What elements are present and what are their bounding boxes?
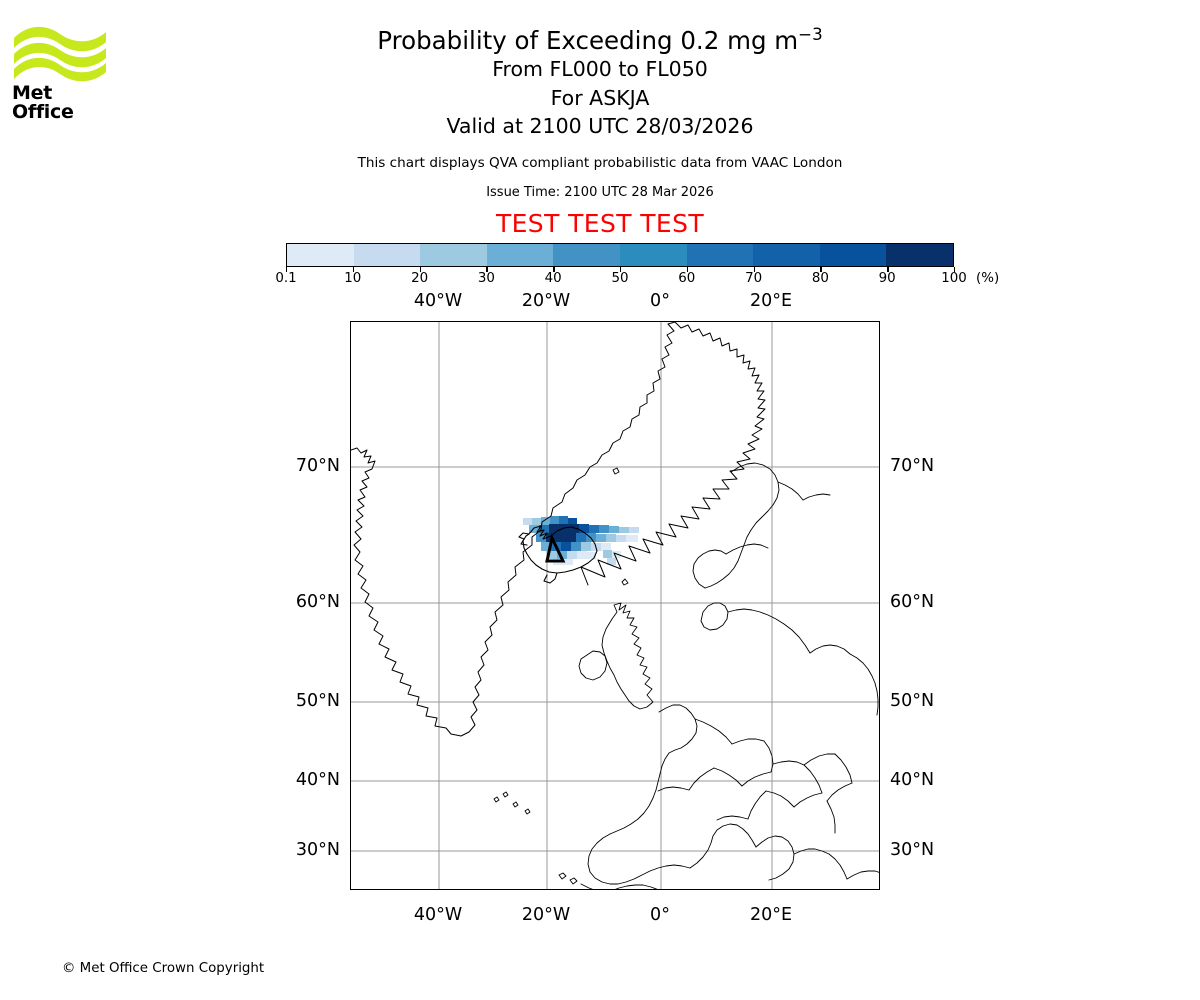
colorbar-tick-10: [954, 267, 956, 272]
map-gridlines: [351, 322, 879, 889]
logo-waves-icon: [14, 26, 106, 82]
lat-label-right-0: 70°N: [890, 456, 935, 476]
greenland-coastline: [351, 322, 676, 737]
title-block: Probability of Exceeding 0.2 mg m−3 From…: [0, 0, 1200, 238]
lat-label-right-3: 40°N: [890, 770, 935, 790]
colorbar-band-7: [753, 244, 820, 266]
northern-coast: [580, 322, 766, 586]
colorbar-bands: [286, 243, 954, 267]
colorbar-band-5: [619, 244, 687, 266]
copyright-notice: © Met Office Crown Copyright: [62, 961, 265, 976]
lon-label-top-2: 0°: [650, 291, 670, 311]
lat-label-right-4: 30°N: [890, 840, 935, 860]
logo-text: Met Office: [12, 82, 74, 123]
colorbar-tick-label-0: 0.1: [275, 271, 297, 286]
colorbar-tick-label-9: 90: [878, 271, 896, 286]
met-office-logo: Met Office: [12, 22, 112, 122]
colorbar-tick-8: [820, 267, 822, 272]
colorbar-tick-3: [486, 267, 488, 272]
lat-label-left-0: 70°N: [295, 456, 340, 476]
ash-probability-cells: [523, 516, 639, 565]
lat-label-right-2: 50°N: [890, 691, 935, 711]
volcano-subtitle: For ASKJA: [550, 85, 650, 110]
colorbar-tick-label-4: 40: [544, 271, 562, 286]
colorbar-tick-label-5: 50: [611, 271, 629, 286]
colorbar-band-8: [819, 244, 887, 266]
colorbar-tick-label-2: 20: [411, 271, 429, 286]
colorbar-tick-1: [352, 267, 355, 272]
colorbar-band-2: [420, 244, 487, 266]
colorbar-tick-6: [686, 267, 689, 272]
europe-coastlines: [493, 462, 879, 889]
page-title: Probability of Exceeding 0.2 mg m−3: [0, 24, 1200, 55]
lat-label-left-1: 60°N: [295, 592, 340, 612]
lat-label-right-1: 60°N: [890, 592, 935, 612]
page-title-exponent: −3: [798, 24, 823, 44]
lon-label-bottom-3: 20°E: [749, 905, 793, 925]
lon-label-top-0: 40°W: [413, 291, 463, 311]
colorbar-band-4: [553, 244, 620, 266]
colorbar: (%) 0.1 10 20 30 40 50 60 70 80 90 100: [275, 243, 999, 289]
colorbar-band-1: [353, 244, 421, 266]
colorbar-band-3: [486, 244, 554, 266]
colorbar-units: (%): [976, 271, 1000, 286]
map-panel[interactable]: 40°W 20°W 0° 20°E 40°W 20°W 0° 20°E 70°N…: [296, 291, 934, 925]
colorbar-tick-9: [887, 267, 889, 272]
page-title-text: Probability of Exceeding 0.2 mg m: [377, 26, 799, 55]
lon-label-top-3: 20°E: [749, 291, 793, 311]
lat-label-left-2: 50°N: [295, 691, 340, 711]
map-canvas: [351, 322, 879, 889]
iceland-coastline: [518, 525, 598, 584]
colorbar-band-6: [686, 244, 754, 266]
lat-label-left-3: 40°N: [295, 770, 340, 790]
lat-label-left-4: 30°N: [295, 840, 340, 860]
lon-label-bottom-0: 40°W: [413, 905, 463, 925]
colorbar-tick-2: [419, 267, 421, 272]
lon-label-bottom-2: 0°: [650, 905, 670, 925]
colorbar-tick-label-8: 80: [811, 271, 829, 286]
colorbar-tick-4: [553, 267, 555, 272]
colorbar-tick-label-6: 60: [678, 271, 696, 286]
colorbar-tick-label-3: 30: [477, 271, 495, 286]
colorbar-band-0: [287, 244, 354, 266]
colorbar-tick-label-7: 70: [745, 271, 763, 286]
valid-time-subtitle: Valid at 2100 UTC 28/03/2026: [446, 113, 754, 138]
colorbar-tick-label-10: 100: [941, 271, 967, 286]
volcano-marker-askja: [545, 533, 566, 563]
coastlines: [351, 322, 766, 737]
colorbar-tick-7: [753, 267, 755, 272]
lon-label-bottom-1: 20°W: [521, 905, 571, 925]
colorbar-tick-label-1: 10: [344, 271, 362, 286]
qva-note: This chart displays QVA compliant probab…: [357, 155, 843, 172]
colorbar-tick-5: [620, 267, 622, 272]
issue-time: Issue Time: 2100 UTC 28 Mar 2026: [486, 185, 714, 201]
colorbar-tick-0: [286, 267, 288, 272]
colorbar-band-9: [886, 244, 953, 266]
map-frame[interactable]: [350, 321, 880, 890]
lon-label-top-1: 20°W: [521, 291, 571, 311]
test-banner: TEST TEST TEST: [495, 209, 705, 239]
flight-level-subtitle: From FL000 to FL050: [492, 57, 708, 82]
